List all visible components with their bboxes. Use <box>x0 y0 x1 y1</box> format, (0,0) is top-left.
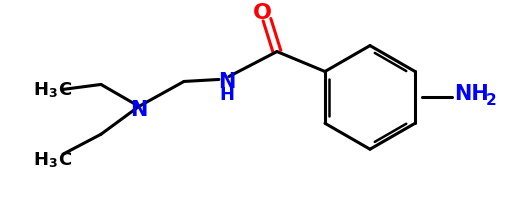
Text: H: H <box>33 150 49 168</box>
Text: 3: 3 <box>49 156 57 169</box>
Text: N: N <box>130 100 147 120</box>
Text: 2: 2 <box>486 92 497 107</box>
Text: C: C <box>58 150 72 168</box>
Text: N: N <box>218 72 236 92</box>
Text: O: O <box>252 3 271 23</box>
Text: NH: NH <box>454 84 489 104</box>
Text: C: C <box>58 81 72 99</box>
Text: H: H <box>220 86 234 104</box>
Text: 3: 3 <box>49 86 57 99</box>
Text: H: H <box>33 81 49 99</box>
